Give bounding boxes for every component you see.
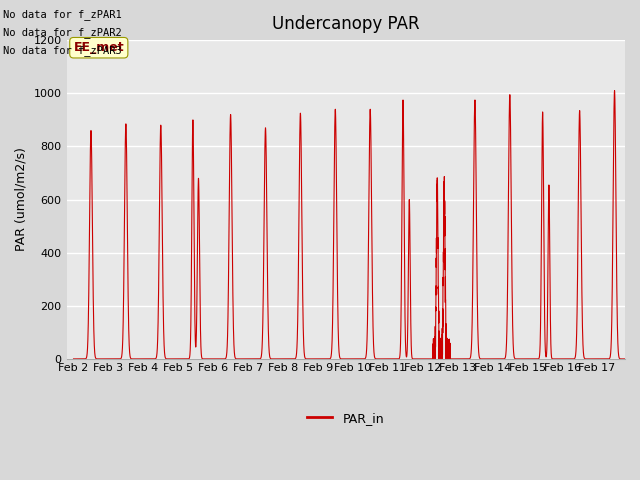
Y-axis label: PAR (umol/m2/s): PAR (umol/m2/s): [15, 147, 28, 252]
Text: No data for f_zPAR1: No data for f_zPAR1: [3, 9, 122, 20]
Text: No data for f_zPAR3: No data for f_zPAR3: [3, 45, 122, 56]
Text: EE_met: EE_met: [74, 41, 124, 54]
Title: Undercanopy PAR: Undercanopy PAR: [272, 15, 420, 33]
Legend: PAR_in: PAR_in: [303, 407, 389, 430]
Text: No data for f_zPAR2: No data for f_zPAR2: [3, 27, 122, 38]
